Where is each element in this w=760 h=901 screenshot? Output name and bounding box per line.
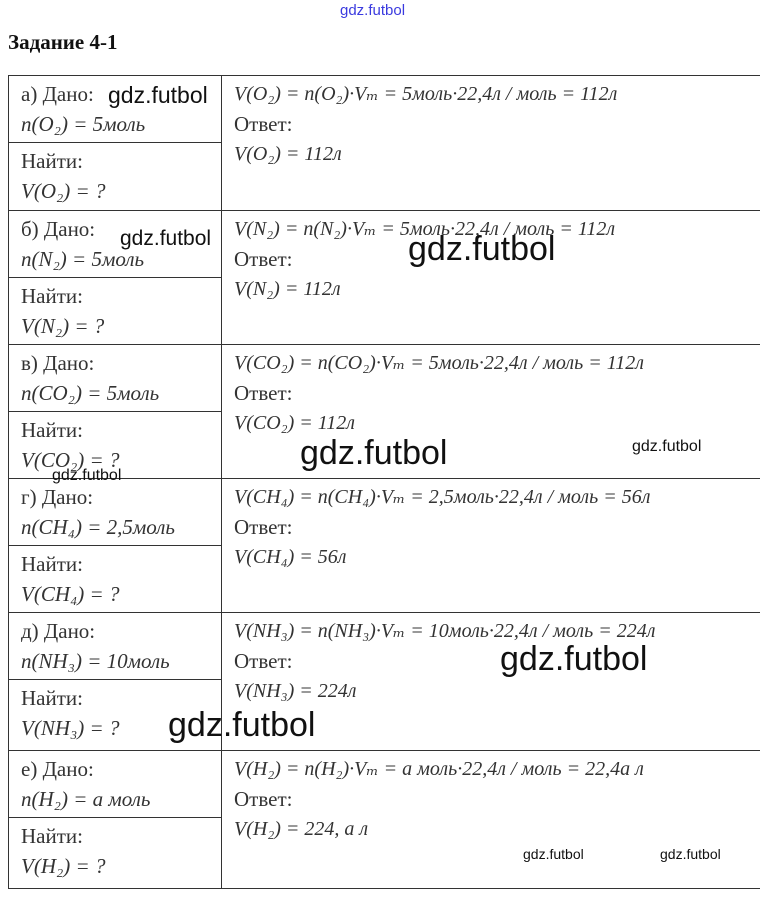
watermark: gdz.futbol <box>660 846 721 862</box>
find-section: Найти: V(CH₄) = ? <box>9 546 221 610</box>
find-label: Найти: <box>21 149 83 173</box>
given-formula: n(CO₂) = 5моль <box>21 381 160 405</box>
answer-label: Ответ: <box>234 381 293 405</box>
solution-formula: V(CO₂) = n(CO₂)·Vₘ = 5моль·22,4л / моль … <box>234 352 644 374</box>
given-label: а) Дано: <box>21 82 94 106</box>
header-watermark: gdz.futbol <box>340 2 406 19</box>
given-find-cell: а) Дано: n(O₂) = 5моль Найти: V(O₂) = ? <box>8 76 222 211</box>
answer-label: Ответ: <box>234 112 293 136</box>
given-label: б) Дано: <box>21 217 96 241</box>
find-label: Найти: <box>21 284 83 308</box>
solution-formula: V(NH₃) = n(NH₃)·Vₘ = 10моль·22,4л / моль… <box>234 620 656 642</box>
find-formula: V(CH₄) = ? <box>21 582 120 606</box>
task-row: в) Дано: n(CO₂) = 5моль Найти: V(CO₂) = … <box>8 344 760 479</box>
answer-formula: V(NH₃) = 224л <box>234 680 357 702</box>
watermark: gdz.futbol <box>52 467 122 484</box>
given-label: е) Дано: <box>21 757 94 781</box>
answer-label: Ответ: <box>234 649 293 673</box>
watermark: gdz.futbol <box>523 846 584 862</box>
given-section: г) Дано: n(CH₄) = 2,5моль <box>9 479 221 546</box>
solution-cell: V(NH₃) = n(NH₃)·Vₘ = 10моль·22,4л / моль… <box>234 615 655 707</box>
solution-formula: V(CH₄) = n(CH₄)·Vₘ = 2,5моль·22,4л / мол… <box>234 486 651 508</box>
answer-formula: V(CH₄) = 56л <box>234 546 347 568</box>
watermark: gdz.futbol <box>120 227 212 250</box>
find-label: Найти: <box>21 552 83 576</box>
solution-formula: V(H₂) = n(H₂)·Vₘ = a моль·22,4л / моль =… <box>234 758 644 780</box>
solution-cell: V(CO₂) = n(CO₂)·Vₘ = 5моль·22,4л / моль … <box>234 347 644 439</box>
page-title: Задание 4-1 <box>8 30 118 54</box>
answer-formula: V(N₂) = 112л <box>234 278 341 300</box>
given-section: б) Дано: n(N₂) = 5моль <box>9 211 221 278</box>
watermark: gdz.futbol <box>408 230 556 268</box>
given-formula: n(N₂) = 5моль <box>21 247 145 271</box>
watermark: gdz.futbol <box>108 82 208 108</box>
watermark: gdz.futbol <box>168 706 316 744</box>
task-row: г) Дано: n(CH₄) = 2,5моль Найти: V(CH₄) … <box>8 478 760 613</box>
task-row: б) Дано: n(N₂) = 5моль Найти: V(N₂) = ? … <box>8 210 760 345</box>
find-label: Найти: <box>21 686 83 710</box>
find-section: Найти: V(N₂) = ? <box>9 278 221 342</box>
find-section: Найти: V(O₂) = ? <box>9 143 221 207</box>
solution-cell: V(N₂) = n(N₂)·Vₘ = 5моль·22,4л / моль = … <box>234 213 615 305</box>
find-label: Найти: <box>21 418 83 442</box>
table-bottom-border <box>8 888 760 889</box>
find-formula: V(H₂) = ? <box>21 854 106 878</box>
solution-cell: V(O₂) = n(O₂)·Vₘ = 5моль·22,4л / моль = … <box>234 78 617 170</box>
given-label: г) Дано: <box>21 485 94 509</box>
given-label: в) Дано: <box>21 351 95 375</box>
answer-formula: V(H₂) = 224, a л <box>234 818 369 840</box>
find-label: Найти: <box>21 824 83 848</box>
find-section: Найти: V(NH₃) = ? <box>9 680 221 744</box>
watermark: gdz.futbol <box>300 434 448 472</box>
solution-formula: V(O₂) = n(O₂)·Vₘ = 5моль·22,4л / моль = … <box>234 83 618 105</box>
given-section: а) Дано: n(O₂) = 5моль <box>9 76 221 143</box>
answer-formula: V(CO₂) = 112л <box>234 412 356 434</box>
find-formula: V(N₂) = ? <box>21 314 105 338</box>
given-find-cell: б) Дано: n(N₂) = 5моль Найти: V(N₂) = ? <box>8 211 222 345</box>
watermark: gdz.futbol <box>500 640 648 678</box>
answer-formula: V(O₂) = 112л <box>234 143 342 165</box>
solution-cell: V(H₂) = n(H₂)·Vₘ = a моль·22,4л / моль =… <box>234 753 644 845</box>
watermark: gdz.futbol <box>632 438 702 455</box>
task-row: д) Дано: n(NH₃) = 10моль Найти: V(NH₃) =… <box>8 612 760 751</box>
given-section: в) Дано: n(CO₂) = 5моль <box>9 345 221 412</box>
given-find-cell: е) Дано: n(H₂) = a моль Найти: V(H₂) = ? <box>8 751 222 889</box>
given-find-cell: в) Дано: n(CO₂) = 5моль Найти: V(CO₂) = … <box>8 345 222 479</box>
given-find-cell: г) Дано: n(CH₄) = 2,5моль Найти: V(CH₄) … <box>8 479 222 613</box>
answer-label: Ответ: <box>234 515 293 539</box>
given-find-cell: д) Дано: n(NH₃) = 10моль Найти: V(NH₃) =… <box>8 613 222 751</box>
given-section: д) Дано: n(NH₃) = 10моль <box>9 613 221 680</box>
answer-label: Ответ: <box>234 787 293 811</box>
task-row: а) Дано: n(O₂) = 5моль Найти: V(O₂) = ? … <box>8 75 760 211</box>
find-section: Найти: V(CO₂) = ? <box>9 412 221 476</box>
find-formula: V(NH₃) = ? <box>21 716 120 740</box>
given-section: е) Дано: n(H₂) = a моль <box>9 751 221 818</box>
solution-formula: V(N₂) = n(N₂)·Vₘ = 5моль·22,4л / моль = … <box>234 218 616 240</box>
find-formula: V(O₂) = ? <box>21 179 106 203</box>
find-formula: V(CO₂) = ? <box>21 448 120 472</box>
given-formula: n(NH₃) = 10моль <box>21 649 170 673</box>
given-label: д) Дано: <box>21 619 96 643</box>
find-section: Найти: V(H₂) = ? <box>9 818 221 882</box>
solution-cell: V(CH₄) = n(CH₄)·Vₘ = 2,5моль·22,4л / мол… <box>234 481 650 573</box>
given-formula: n(H₂) = a моль <box>21 787 151 811</box>
given-formula: n(O₂) = 5моль <box>21 112 146 136</box>
answer-label: Ответ: <box>234 247 293 271</box>
task-row: е) Дано: n(H₂) = a моль Найти: V(H₂) = ?… <box>8 750 760 889</box>
given-formula: n(CH₄) = 2,5моль <box>21 515 175 539</box>
